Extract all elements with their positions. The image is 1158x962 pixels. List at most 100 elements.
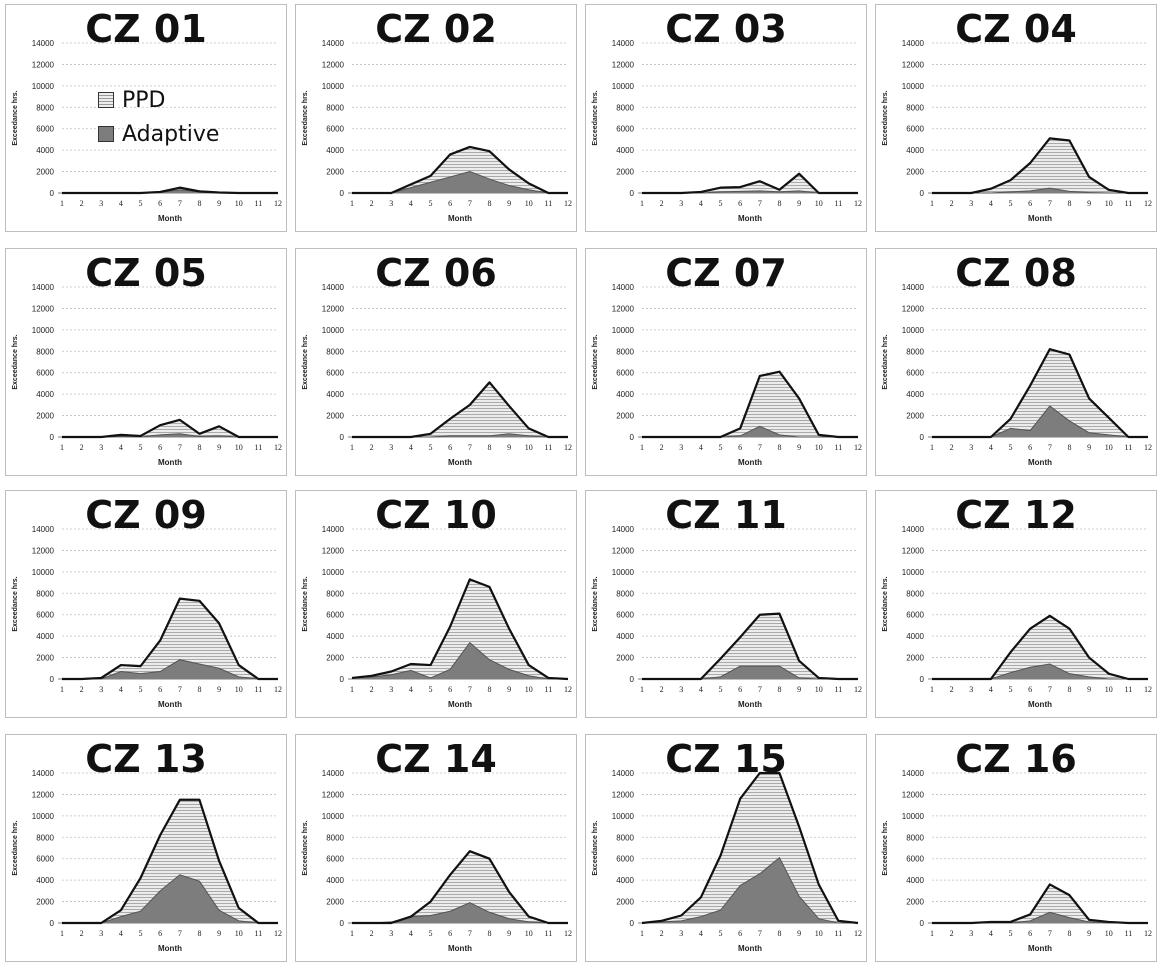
y-tick-label: 12000 <box>32 790 55 799</box>
y-tick-label: 8000 <box>326 833 344 842</box>
adaptive-line <box>351 641 568 680</box>
ppd-line <box>641 771 859 925</box>
x-tick-label: 2 <box>80 929 84 938</box>
y-tick-label: 14000 <box>902 283 925 292</box>
chart-panel: 0 2000 4000 6000 8000 10000 12000 14000 1 2 3 4 5 6 7 8… <box>295 4 577 232</box>
y-axis-label: Exceedance hrs. <box>12 90 19 145</box>
chart-panel: 0 2000 4000 6000 8000 10000 12000 14000 1 2 3 4 5 6 7 8… <box>295 248 577 476</box>
x-tick-label: 2 <box>80 443 84 452</box>
x-tick-label: 10 <box>815 199 823 208</box>
y-tick-label: 14000 <box>612 39 635 48</box>
chart-title: CZ 07 <box>665 251 787 295</box>
x-tick-label: 9 <box>1087 929 1091 938</box>
ppd-area <box>642 773 858 923</box>
y-tick-label: 0 <box>340 189 345 198</box>
x-tick-label: 1 <box>930 685 934 694</box>
x-tick-label: 11 <box>835 685 843 694</box>
y-tick-label: 0 <box>630 189 635 198</box>
x-tick-label: 9 <box>507 199 511 208</box>
x-tick-label: 9 <box>507 685 511 694</box>
x-tick-label: 11 <box>255 685 263 694</box>
y-tick-label: 14000 <box>902 769 925 778</box>
x-tick-label: 1 <box>640 685 644 694</box>
x-tick-label: 4 <box>409 929 413 938</box>
legend-label: PPD <box>122 87 166 113</box>
y-axis-label: Exceedance hrs. <box>302 576 309 631</box>
chart-title: CZ 15 <box>665 737 787 781</box>
chart-panel: 0 2000 4000 6000 8000 10000 12000 14000 1 2 3 4 5 6 7 8… <box>295 490 577 718</box>
y-tick-label: 12000 <box>612 790 635 799</box>
y-tick-label: 12000 <box>322 790 345 799</box>
chart-panel: 0 2000 4000 6000 8000 10000 12000 14000 1 2 3 4 5 6 7 8… <box>585 734 867 962</box>
y-tick-label: 12000 <box>32 60 55 69</box>
y-tick-label: 2000 <box>36 412 54 421</box>
x-tick-label: 4 <box>699 685 703 694</box>
y-tick-label: 4000 <box>616 390 634 399</box>
x-tick-label: 11 <box>545 443 553 452</box>
adaptive-area <box>62 433 278 437</box>
x-tick-label: 7 <box>178 443 182 452</box>
y-tick-label: 6000 <box>906 855 924 864</box>
x-tick-label: 4 <box>409 199 413 208</box>
x-tick-label: 6 <box>738 443 742 452</box>
y-tick-label: 10000 <box>902 812 925 821</box>
x-tick-label: 8 <box>487 199 491 208</box>
x-axis-label: Month <box>1028 700 1052 709</box>
y-tick-label: 0 <box>340 675 345 684</box>
y-tick-label: 0 <box>340 919 345 928</box>
y-tick-label: 2000 <box>906 654 924 663</box>
chart-title: CZ 02 <box>375 7 497 51</box>
y-tick-label: 0 <box>920 189 925 198</box>
y-tick-label: 12000 <box>902 304 925 313</box>
legend-item: PPD <box>98 83 219 117</box>
x-tick-label: 9 <box>507 443 511 452</box>
ppd-line <box>642 612 858 681</box>
x-tick-label: 12 <box>274 685 282 694</box>
x-tick-label: 9 <box>1087 199 1091 208</box>
ppd-area <box>62 598 278 679</box>
ppd-area <box>352 579 568 679</box>
x-tick-label: 6 <box>448 685 452 694</box>
x-tick-label: 11 <box>255 199 263 208</box>
x-tick-label: 5 <box>139 443 143 452</box>
x-tick-label: 6 <box>158 199 162 208</box>
x-tick-label: 5 <box>429 443 433 452</box>
ppd-line <box>352 850 568 925</box>
x-tick-label: 12 <box>564 199 572 208</box>
x-tick-label: 10 <box>1105 443 1113 452</box>
x-tick-label: 7 <box>468 685 472 694</box>
x-tick-label: 7 <box>758 685 762 694</box>
chart-title: CZ 10 <box>375 493 497 537</box>
x-tick-label: 8 <box>1067 685 1071 694</box>
y-tick-label: 8000 <box>36 589 54 598</box>
x-tick-label: 11 <box>545 685 553 694</box>
ppd-line <box>351 578 569 681</box>
y-tick-label: 10000 <box>322 326 345 335</box>
x-tick-label: 9 <box>797 199 801 208</box>
ppd-line <box>352 381 568 439</box>
x-tick-label: 11 <box>1125 199 1133 208</box>
adaptive-area <box>642 666 858 679</box>
x-tick-label: 10 <box>815 685 823 694</box>
x-tick-label: 12 <box>1144 685 1152 694</box>
chart-title: CZ 01 <box>85 7 207 51</box>
y-tick-label: 2000 <box>616 898 634 907</box>
y-tick-label: 2000 <box>36 898 54 907</box>
y-tick-label: 6000 <box>326 611 344 620</box>
adaptive-area <box>352 902 568 923</box>
x-tick-label: 7 <box>758 199 762 208</box>
x-tick-label: 5 <box>1009 443 1013 452</box>
y-tick-label: 8000 <box>326 103 344 112</box>
x-tick-label: 12 <box>564 443 572 452</box>
x-tick-label: 8 <box>197 443 201 452</box>
x-tick-label: 6 <box>1028 199 1032 208</box>
x-tick-label: 1 <box>930 199 934 208</box>
x-tick-label: 12 <box>854 685 862 694</box>
x-tick-label: 3 <box>969 929 973 938</box>
ppd-line <box>932 883 1148 925</box>
y-tick-label: 6000 <box>616 611 634 620</box>
x-tick-label: 7 <box>1048 443 1052 452</box>
y-tick-label: 12000 <box>322 546 345 555</box>
